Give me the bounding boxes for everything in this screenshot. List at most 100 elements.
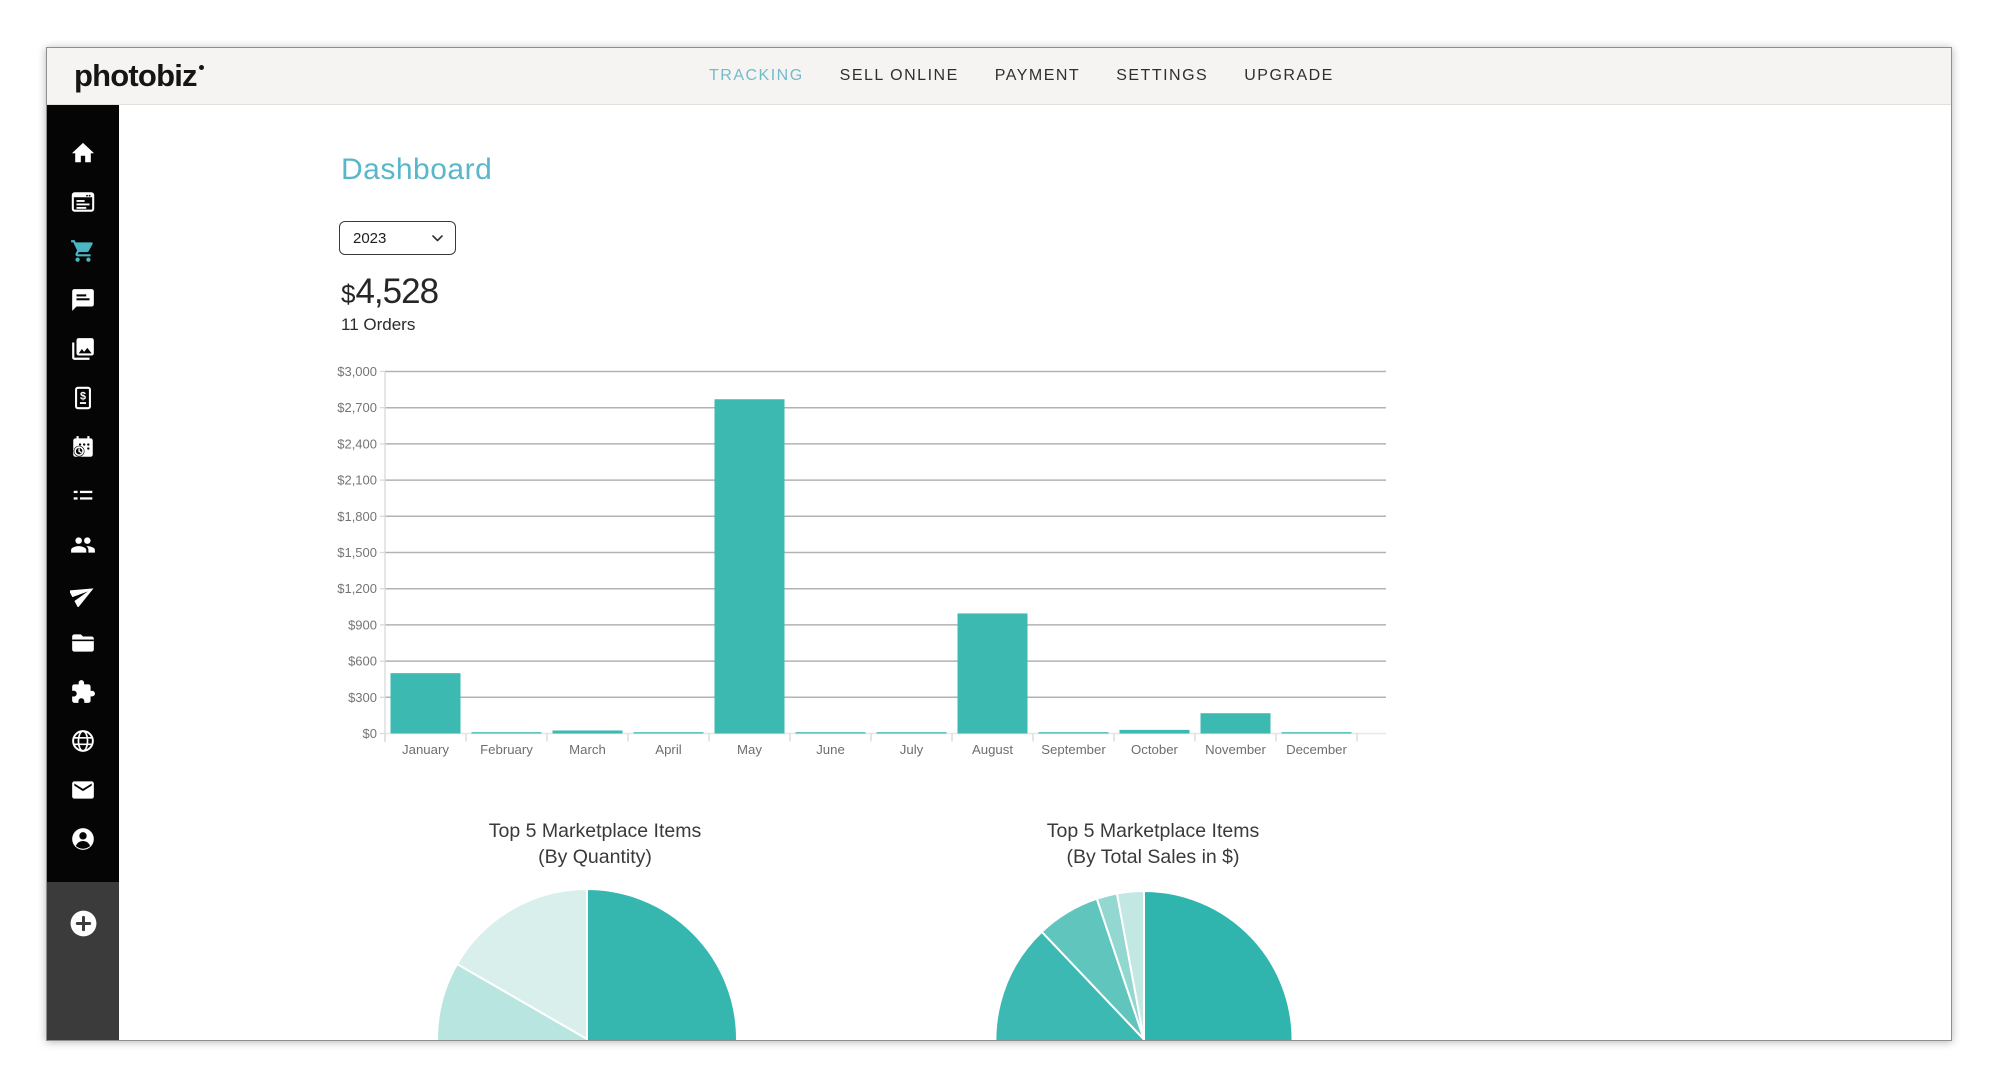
sidebar-item-pages[interactable] [47, 178, 119, 227]
x-tick-label: September [1041, 742, 1106, 757]
bar-november[interactable] [1200, 713, 1271, 734]
x-tick-label: November [1205, 742, 1266, 757]
sidebar: $ [47, 105, 119, 882]
account-icon [72, 828, 94, 850]
total-sales: $4,528 [341, 272, 439, 312]
nav-sell-online[interactable]: SELL ONLINE [839, 67, 959, 84]
photobiz-logo[interactable]: photobiz [74, 48, 204, 104]
y-tick-label: $900 [348, 617, 377, 632]
bar-april[interactable] [633, 732, 704, 734]
sidebar-item-account[interactable] [47, 815, 119, 864]
sidebar-item-integrations[interactable] [47, 668, 119, 717]
sidebar-item-email[interactable] [47, 766, 119, 815]
sidebar-footer [47, 882, 119, 1040]
nav-tracking[interactable]: TRACKING [709, 67, 804, 84]
pie-slice-item-5[interactable] [1115, 890, 1145, 1040]
nav-settings[interactable]: SETTINGS [1116, 67, 1209, 84]
y-tick-label: $2,100 [337, 473, 377, 488]
currency-symbol: $ [341, 279, 356, 309]
x-tick-label: May [737, 742, 762, 757]
logo-text: photobiz [74, 58, 198, 93]
x-tick-label: March [569, 742, 606, 757]
sidebar-item-invoices[interactable]: $ [47, 374, 119, 423]
sidebar-item-orders[interactable] [47, 472, 119, 521]
y-tick-label: $600 [348, 654, 377, 669]
bar-may[interactable] [714, 399, 785, 734]
sidebar-item-photos[interactable] [47, 325, 119, 374]
sidebar-item-files[interactable] [47, 619, 119, 668]
sidebar-item-add[interactable] [47, 882, 119, 964]
scheduler-icon [73, 436, 93, 457]
sidebar-item-home[interactable] [47, 129, 119, 178]
pie-sales-title-line2: (By Total Sales in $) [1066, 845, 1240, 868]
bar-october[interactable] [1119, 729, 1190, 734]
bar-december[interactable] [1281, 732, 1352, 734]
y-tick-label: $1,500 [337, 545, 377, 560]
x-tick-label: April [655, 742, 681, 757]
pie-sales-title: Top 5 Marketplace Items (By Total Sales … [983, 819, 1323, 870]
x-tick-label: October [1131, 742, 1179, 757]
sidebar-item-send[interactable] [47, 570, 119, 619]
x-tick-label: July [900, 742, 924, 757]
bar-september[interactable] [1038, 732, 1109, 734]
x-tick-label: June [816, 742, 845, 757]
home-icon [71, 142, 95, 163]
bar-june[interactable] [795, 732, 866, 734]
pie-slice-item-2[interactable] [994, 930, 1145, 1041]
sidebar-item-clients[interactable] [47, 521, 119, 570]
x-tick-label: February [480, 742, 533, 757]
sidebar-item-website[interactable] [47, 717, 119, 766]
email-icon [72, 781, 94, 799]
pie-quantity-title-line2: (By Quantity) [538, 845, 652, 868]
orders-icon [73, 490, 93, 500]
clients-icon [71, 537, 95, 553]
pie-slice-item-2[interactable] [436, 963, 588, 1041]
page-title: Dashboard [341, 153, 493, 186]
sidebar-item-messages[interactable] [47, 276, 119, 325]
nav-upgrade[interactable]: UPGRADE [1244, 67, 1334, 84]
year-select-value: 2023 [353, 229, 387, 247]
bar-july[interactable] [876, 732, 947, 734]
send-icon [70, 588, 94, 607]
files-icon [72, 634, 94, 652]
pie-slice-item-1[interactable] [1126, 890, 1294, 1041]
y-tick-label: $3,000 [337, 364, 377, 379]
x-tick-label: December [1286, 742, 1347, 757]
messages-icon [72, 289, 94, 311]
nav-payment[interactable]: PAYMENT [994, 67, 1081, 84]
invoices-icon: $ [75, 386, 91, 410]
svg-text:$: $ [80, 390, 86, 402]
sidebar-item-scheduler[interactable] [47, 423, 119, 472]
bar-february[interactable] [471, 732, 542, 734]
website-icon [72, 730, 94, 752]
y-tick-label: $0 [363, 726, 377, 741]
y-tick-label: $300 [348, 690, 377, 705]
pie-quantity-title: Top 5 Marketplace Items (By Quantity) [425, 819, 765, 870]
x-tick-label: January [402, 742, 449, 757]
orders-count: 11 Orders [341, 315, 416, 334]
pages-icon [71, 192, 95, 212]
total-sales-amount: 4,528 [355, 272, 439, 311]
registered-mark-icon [198, 64, 204, 70]
pie-chart-by-quantity [436, 888, 738, 1041]
pie-slice-item-3[interactable] [456, 888, 588, 1040]
integrations-icon [72, 680, 95, 703]
y-tick-label: $2,400 [337, 436, 377, 451]
photos-icon [72, 338, 94, 360]
year-select[interactable]: 2023 [339, 221, 456, 255]
monthly-sales-bar-chart: $0 $300 $600 $900 $1,200 $1,500 $1,800 $2,100 $2… [337, 364, 1386, 757]
bar-january[interactable] [390, 673, 461, 734]
cart-icon [71, 240, 93, 262]
top-header: photobiz TRACKING SELL ONLINE PAYMENT SE… [47, 48, 1951, 105]
chevron-down-icon [432, 234, 443, 242]
pie-sales-title-line1: Top 5 Marketplace Items [1046, 820, 1260, 842]
pie-slice-item-1[interactable] [586, 888, 738, 1041]
pie-chart-by-total-sales [994, 890, 1294, 1041]
sidebar-item-cart[interactable] [47, 227, 119, 276]
y-tick-label: $1,800 [337, 509, 377, 524]
x-tick-label: August [972, 742, 1013, 757]
bar-march[interactable] [552, 730, 623, 734]
bar-august[interactable] [957, 613, 1028, 734]
add-icon [70, 910, 96, 936]
top-navigation: TRACKING SELL ONLINE PAYMENT SETTINGS UP… [709, 48, 1370, 104]
